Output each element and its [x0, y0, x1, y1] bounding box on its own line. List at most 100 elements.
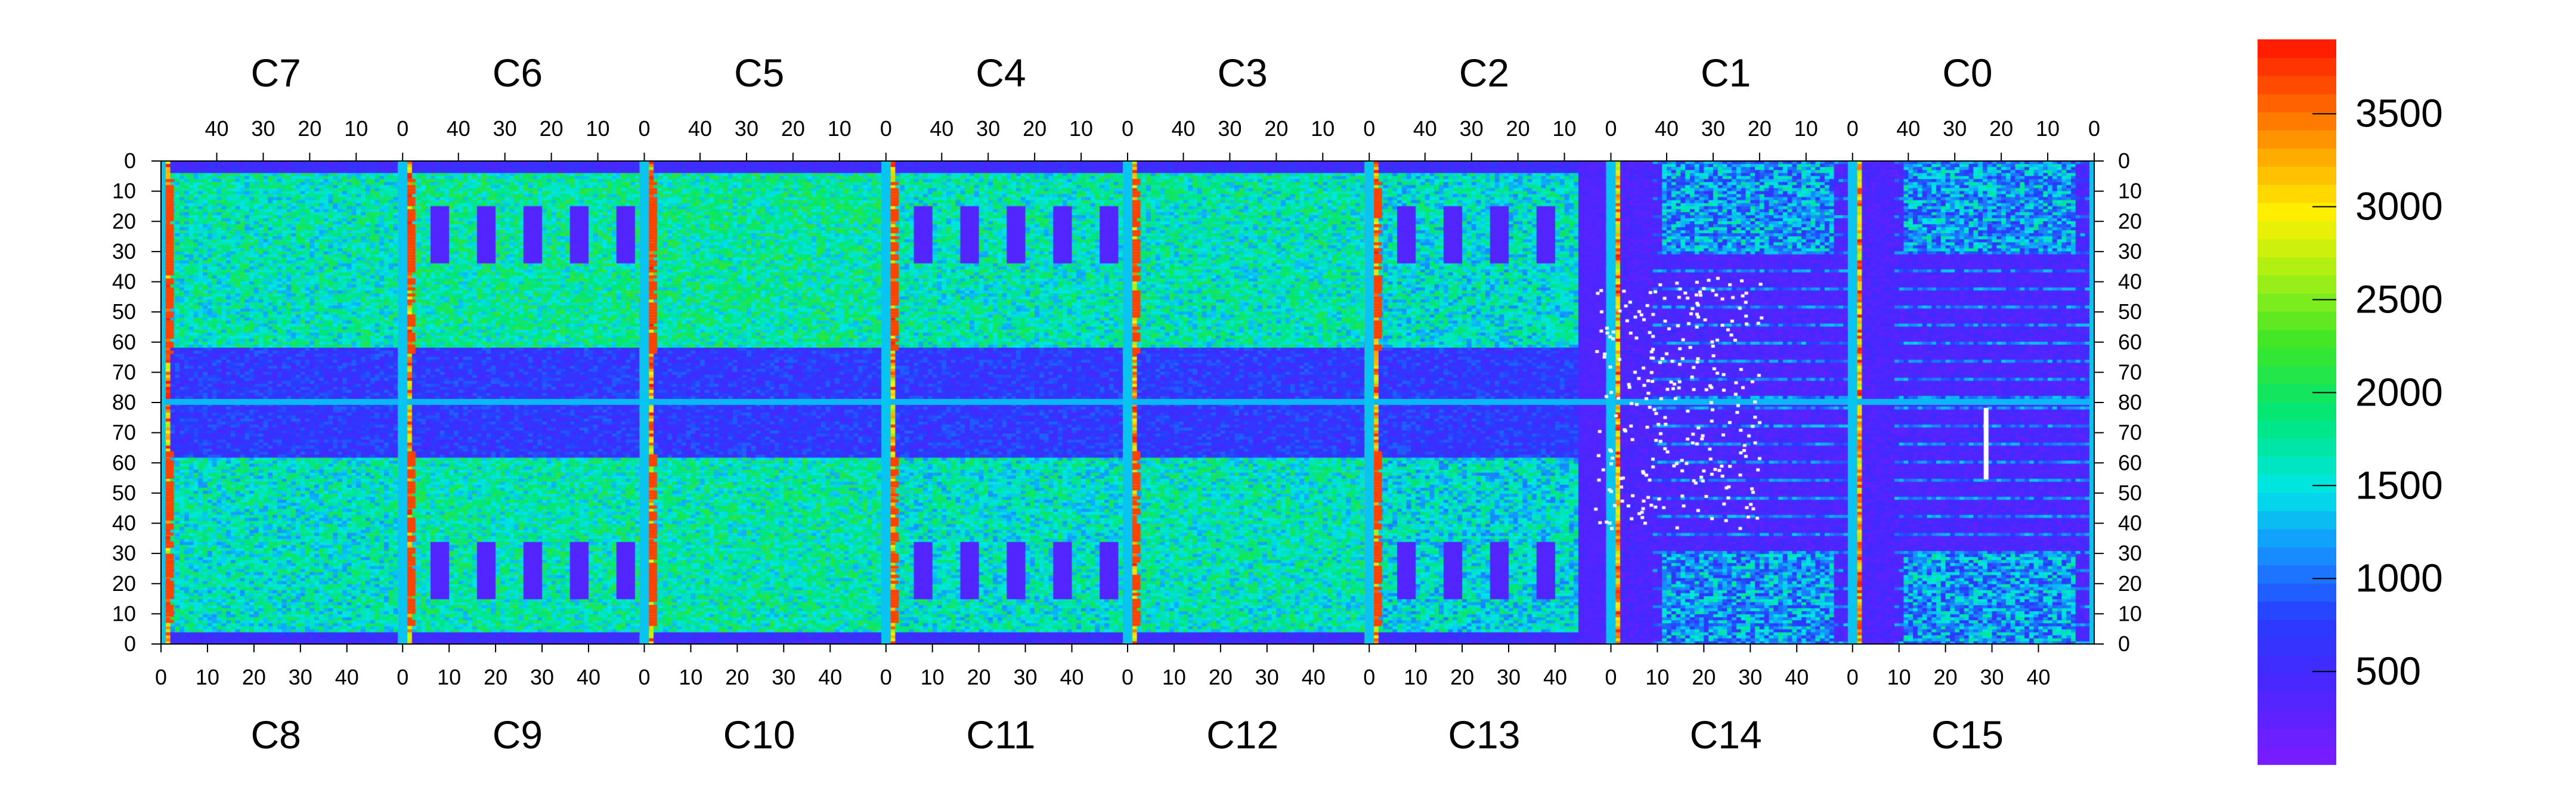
bottom-tick-label: 20 [242, 665, 266, 689]
left-tick-label: 30 [112, 541, 136, 565]
bottom-tick-label: 10 [1162, 665, 1186, 689]
chip-label-top: C7 [250, 51, 301, 95]
bottom-tick-label: 30 [1497, 665, 1521, 689]
left-tick-label: 50 [112, 481, 136, 505]
colorbar-tick-label: 500 [2355, 649, 2421, 693]
bottom-tick-label: 40 [1060, 665, 1083, 689]
colorbar-segment [2258, 293, 2336, 312]
top-tick-label: 40 [1655, 116, 1679, 141]
bottom-tick-label: 40 [1785, 665, 1809, 689]
top-tick-label: 20 [298, 116, 321, 141]
left-tick-label: 10 [112, 601, 136, 626]
colorbar-segment [2258, 184, 2336, 203]
chip-label-top: C5 [734, 51, 784, 95]
chip-labels: C7 C6 C5 C4 C3 C2 C1 C0 C8 C9 C10 C11 C12 C13 C14 C15 [250, 51, 2003, 757]
bottom-tick-label: 30 [1255, 665, 1279, 689]
top-tick-label: 30 [1218, 116, 1241, 141]
colorbar-segment [2258, 601, 2336, 620]
right-tick-label: 40 [2118, 270, 2142, 294]
colorbar-segment [2258, 347, 2336, 366]
top-tick-label: 0 [1605, 116, 1617, 141]
right-tick-label: 30 [2118, 239, 2142, 264]
bottom-tick-label: 0 [1605, 665, 1617, 689]
top-tick-label: 0 [2088, 116, 2100, 141]
bottom-tick-label: 0 [155, 665, 167, 689]
chip-label-top: C1 [1701, 51, 1751, 95]
top-tick-label: 20 [781, 116, 805, 141]
top-tick-label: 10 [1794, 116, 1818, 141]
chip-label-top: C3 [1217, 51, 1267, 95]
colorbar-segment [2258, 438, 2336, 457]
left-tick-label: 0 [124, 148, 136, 173]
colorbar-tick-label: 2000 [2355, 370, 2443, 414]
top-tick-label: 10 [1311, 116, 1335, 141]
right-tick-label: 70 [2118, 360, 2142, 384]
right-tick-label: 0 [2118, 631, 2130, 656]
colorbar-tick-label: 3500 [2355, 91, 2443, 135]
top-tick-label: 40 [1896, 116, 1920, 141]
top-tick-label: 40 [205, 116, 228, 141]
colorbar-segment [2258, 692, 2336, 711]
top-tick-label: 0 [397, 116, 408, 141]
heatmap-image [161, 161, 2094, 644]
right-tick-label: 20 [2118, 571, 2142, 596]
colorbar-segment [2258, 148, 2336, 167]
top-tick-label: 30 [735, 116, 758, 141]
top-tick-label: 0 [1847, 116, 1859, 141]
right-tick-label: 10 [2118, 601, 2142, 626]
bottom-tick-label: 0 [880, 665, 892, 689]
bottom-tick-label: 30 [530, 665, 554, 689]
left-tick-label: 60 [112, 330, 136, 354]
colorbar-segment [2258, 420, 2336, 439]
chip-label-bottom: C8 [250, 713, 301, 757]
colorbar-segment [2258, 528, 2336, 547]
right-tick-label: 40 [2118, 511, 2142, 535]
colorbar-segment [2258, 57, 2336, 76]
left-tick-label: 70 [112, 360, 136, 384]
top-tick-label: 40 [447, 116, 470, 141]
top-tick-label: 30 [1943, 116, 1967, 141]
top-tick-label: 20 [1264, 116, 1288, 141]
right-tick-label: 20 [2118, 209, 2142, 233]
colorbar-tick-label: 1000 [2355, 556, 2443, 600]
chip-label-bottom: C13 [1448, 713, 1520, 757]
bottom-tick-label: 10 [679, 665, 702, 689]
colorbar-tick-label: 1500 [2355, 463, 2443, 507]
colorbar-segment [2258, 674, 2336, 693]
bottom-tick-label: 30 [1014, 665, 1038, 689]
bottom-tick-label: 30 [772, 665, 795, 689]
top-tick-label: 40 [930, 116, 953, 141]
bottom-tick-label: 0 [1847, 665, 1859, 689]
colorbar-segment [2258, 75, 2336, 94]
colorbar-segment [2258, 311, 2336, 330]
top-tick-label: 30 [493, 116, 517, 141]
colorbar-segment [2258, 130, 2336, 149]
colorbar-segment [2258, 329, 2336, 348]
colorbar-segment [2258, 366, 2336, 385]
left-tick-label: 70 [112, 420, 136, 445]
colorbar-segment [2258, 728, 2336, 747]
left-tick-label: 60 [112, 450, 136, 475]
top-tick-label: 40 [688, 116, 712, 141]
colorbar-segment [2258, 565, 2336, 584]
top-tick-label: 0 [1122, 116, 1134, 141]
colorbar-segment [2258, 112, 2336, 131]
bottom-tick-label: 20 [967, 665, 991, 689]
left-tick-label: 40 [112, 511, 136, 535]
top-tick-label: 10 [586, 116, 610, 141]
top-tick-label: 0 [1363, 116, 1375, 141]
colorbar-segment [2258, 637, 2336, 657]
top-tick-label: 30 [976, 116, 1000, 141]
right-tick-label: 80 [2118, 390, 2142, 414]
colorbar-segment [2258, 474, 2336, 493]
right-tick-label: 60 [2118, 330, 2142, 354]
chip-label-top: C4 [976, 51, 1026, 95]
chip-label-top: C0 [1942, 51, 1992, 95]
top-tick-label: 10 [344, 116, 368, 141]
right-tick-label: 50 [2118, 481, 2142, 505]
left-tick-label: 30 [112, 239, 136, 264]
colorbar-segment [2258, 275, 2336, 294]
colorbar-segment [2258, 493, 2336, 512]
colorbar-segment [2258, 402, 2336, 421]
